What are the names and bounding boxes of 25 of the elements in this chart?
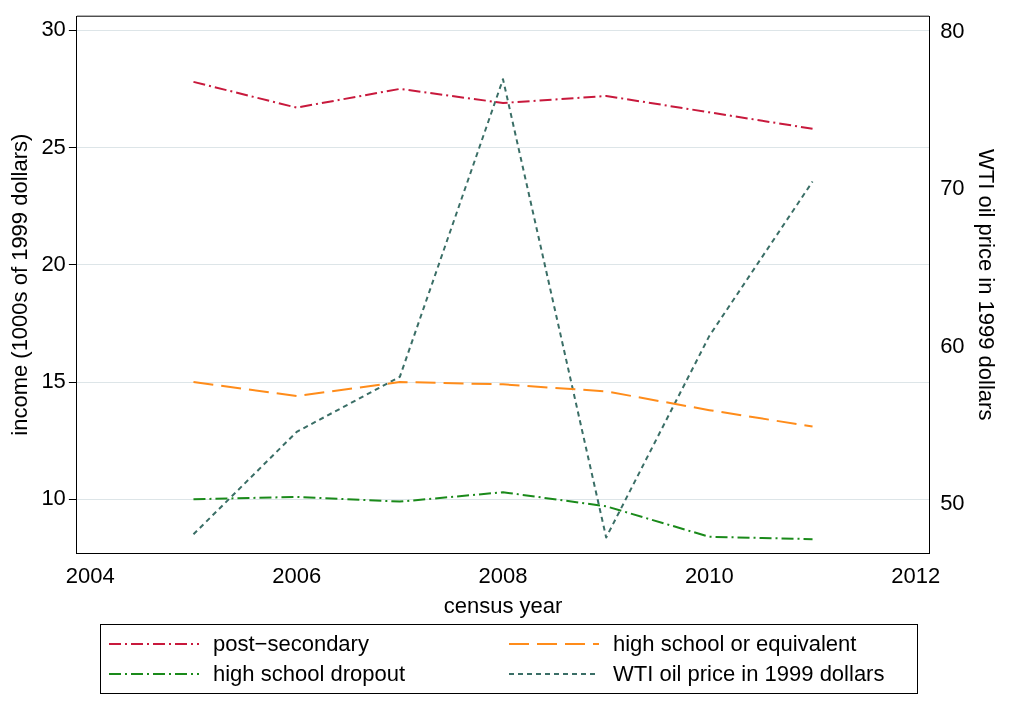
y2-axis-title: WTI oil price in 1999 dollars (973, 148, 999, 421)
legend-label: WTI oil price in 1999 dollars (613, 661, 885, 687)
y-tick-label: 10 (41, 485, 66, 511)
y-axis-title: income (1000s of 1999 dollars) (7, 133, 33, 436)
line-series (192, 78, 814, 539)
x-tick-label: 2012 (891, 563, 941, 589)
legend-label: high school or equivalent (613, 631, 857, 657)
legend-label: high school dropout (213, 661, 406, 687)
x-tick-label: 2004 (65, 563, 115, 589)
y2-tick-label: 70 (940, 175, 965, 201)
y-tick-label: 20 (41, 250, 66, 276)
y2-tick-label: 50 (940, 490, 965, 516)
y2-tick-label: 60 (940, 332, 965, 358)
x-tick-label: 2006 (272, 563, 322, 589)
x-tick-label: 2010 (684, 563, 734, 589)
y-tick-label: 30 (41, 16, 66, 42)
x-tick-label: 2008 (478, 563, 528, 589)
line-series (192, 80, 814, 130)
x-axis-title: census year (443, 592, 563, 618)
y-tick-label: 15 (41, 368, 66, 394)
line-series (192, 381, 814, 428)
y2-tick-label: 80 (940, 18, 965, 44)
legend-label: post−secondary (213, 631, 369, 657)
line-series (192, 491, 814, 541)
y-tick-label: 25 (41, 133, 66, 159)
